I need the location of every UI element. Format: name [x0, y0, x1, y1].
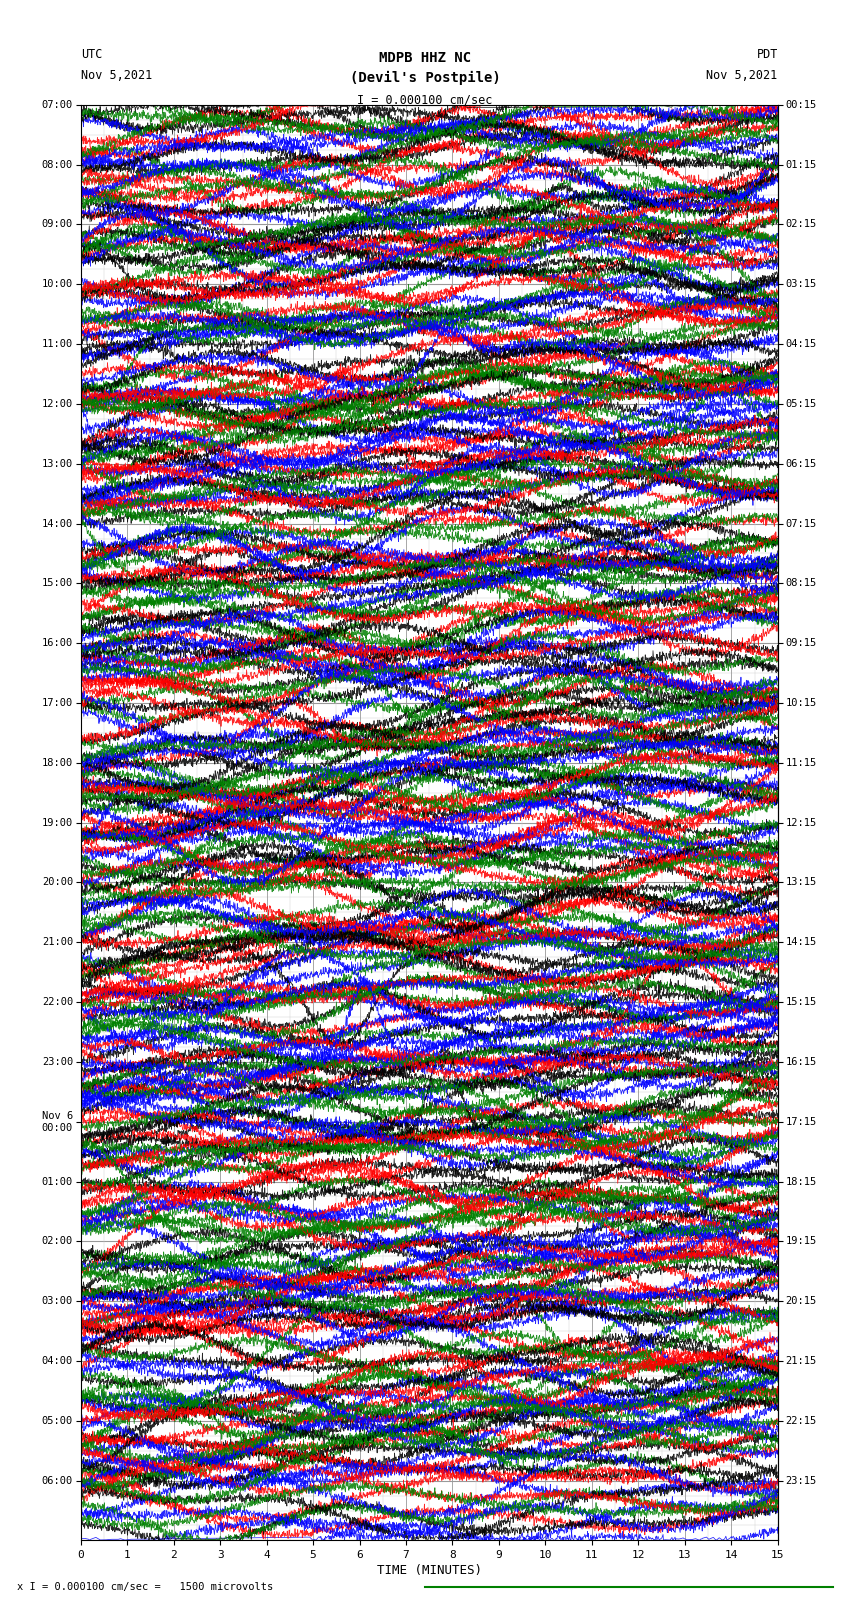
X-axis label: TIME (MINUTES): TIME (MINUTES) [377, 1565, 482, 1578]
Text: x I = 0.000100 cm/sec =   1500 microvolts: x I = 0.000100 cm/sec = 1500 microvolts [17, 1582, 273, 1592]
Text: Nov 5,2021: Nov 5,2021 [81, 69, 152, 82]
Text: MDPB HHZ NC: MDPB HHZ NC [379, 50, 471, 65]
Text: PDT: PDT [756, 48, 778, 61]
Text: Nov 5,2021: Nov 5,2021 [706, 69, 778, 82]
Text: (Devil's Postpile): (Devil's Postpile) [349, 71, 501, 85]
Text: I = 0.000100 cm/sec: I = 0.000100 cm/sec [357, 94, 493, 106]
Text: UTC: UTC [81, 48, 102, 61]
